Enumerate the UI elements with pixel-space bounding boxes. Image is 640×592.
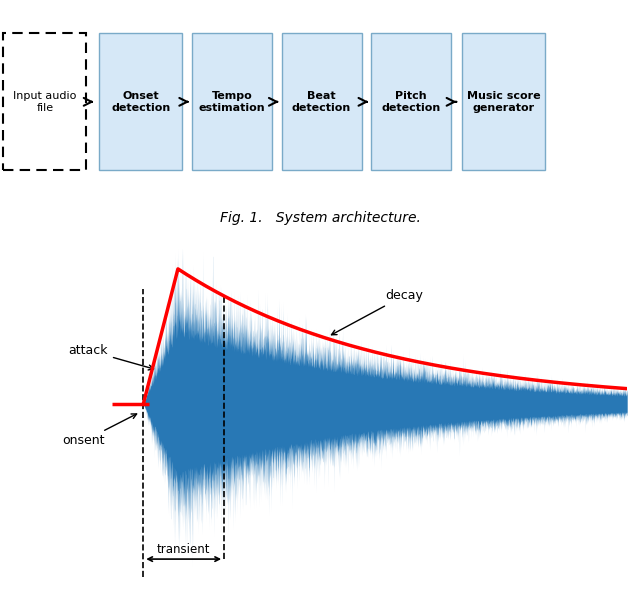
Text: Pitch
detection: Pitch detection bbox=[381, 91, 441, 112]
Bar bbox=[99, 33, 182, 170]
Text: decay: decay bbox=[332, 289, 423, 334]
Text: transient: transient bbox=[157, 543, 211, 556]
Text: onsent: onsent bbox=[63, 414, 136, 448]
Bar bbox=[371, 33, 451, 170]
Text: attack: attack bbox=[68, 344, 154, 370]
Text: Beat
detection: Beat detection bbox=[292, 91, 351, 112]
Bar bbox=[462, 33, 545, 170]
Bar bbox=[3, 33, 86, 170]
Text: Tempo
estimation: Tempo estimation bbox=[198, 91, 266, 112]
Text: Input audio
file: Input audio file bbox=[13, 91, 77, 112]
Text: Music score
generator: Music score generator bbox=[467, 91, 541, 112]
Bar bbox=[192, 33, 272, 170]
Text: Fig. 1.   System architecture.: Fig. 1. System architecture. bbox=[220, 211, 420, 225]
Bar bbox=[282, 33, 362, 170]
Text: Onset
detection: Onset detection bbox=[111, 91, 170, 112]
